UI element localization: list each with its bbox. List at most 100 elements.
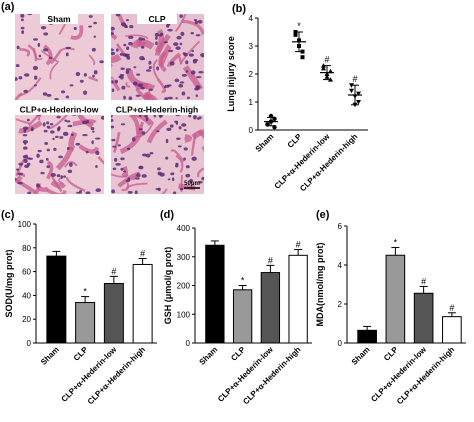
cell-nucleus (188, 114, 192, 118)
bar (413, 292, 434, 344)
tissue-strand (156, 78, 167, 93)
cell-nucleus (127, 190, 133, 194)
cell-nucleus (126, 46, 130, 50)
histology-label-high: CLP+α-Hederin-high (116, 105, 198, 115)
cell-nucleus (156, 66, 160, 71)
tissue-strand (121, 181, 130, 192)
cell-nucleus (167, 96, 174, 100)
cell-nucleus (185, 165, 190, 169)
cell-nucleus (183, 157, 186, 161)
cell-nucleus (140, 86, 145, 90)
y-tick-label: 200 (177, 282, 191, 291)
cell-nucleus (67, 169, 73, 174)
cell-nucleus (95, 164, 98, 169)
cell-nucleus (158, 114, 163, 118)
data-point (349, 88, 354, 94)
cell-nucleus (111, 138, 116, 142)
cell-nucleus (18, 162, 24, 166)
cell-nucleus (165, 138, 169, 144)
cell-nucleus (40, 171, 45, 175)
cell-nucleus (39, 159, 44, 164)
cell-nucleus (66, 146, 70, 151)
cell-nucleus (123, 170, 127, 173)
cell-nucleus (195, 34, 201, 37)
cell-nucleus (56, 115, 61, 119)
cell-nucleus (117, 144, 121, 147)
significance-marker: # (268, 255, 273, 265)
cell-nucleus (99, 60, 104, 64)
cell-nucleus (141, 174, 147, 178)
cell-nucleus (69, 84, 74, 87)
bar (46, 255, 67, 344)
cell-nucleus (95, 137, 101, 140)
cell-nucleus (44, 141, 49, 145)
cell-nucleus (111, 189, 115, 194)
cell-nucleus (166, 23, 170, 28)
cell-nucleus (34, 75, 38, 80)
cell-nucleus (115, 48, 119, 52)
y-tick-label: 40 (22, 291, 31, 300)
cell-nucleus (170, 172, 175, 176)
cell-nucleus (181, 123, 187, 127)
data-point (321, 65, 326, 71)
cell-nucleus (169, 61, 175, 66)
tissue-strand (46, 188, 67, 194)
significance-marker: * (83, 287, 87, 297)
cell-nucleus (111, 26, 115, 31)
cell-nucleus (59, 136, 64, 139)
cell-nucleus (136, 173, 141, 178)
cell-nucleus (22, 126, 29, 131)
cell-nucleus (114, 79, 119, 84)
cell-nucleus (15, 64, 20, 68)
tissue-strand (88, 54, 96, 66)
cell-nucleus (28, 157, 33, 160)
tissue-strand (50, 50, 62, 64)
significance-marker: # (111, 266, 116, 276)
cell-nucleus (92, 130, 95, 133)
tissue-strand (15, 92, 23, 100)
cell-nucleus (88, 25, 93, 28)
y-axis-label: MDA(nmol/mg prot) (315, 243, 325, 327)
cell-nucleus (193, 115, 197, 120)
cell-nucleus (111, 118, 114, 123)
cell-nucleus (21, 30, 25, 34)
cell-nucleus (36, 183, 40, 188)
cell-nucleus (100, 115, 104, 120)
tissue-strand (191, 129, 204, 140)
x-tick-label: CLP (286, 132, 304, 150)
cell-nucleus (15, 77, 18, 81)
cell-nucleus (52, 137, 55, 141)
y-tick-label: 80 (22, 244, 31, 253)
data-point (293, 32, 298, 37)
cell-nucleus (23, 89, 28, 93)
cell-nucleus (22, 146, 28, 150)
cell-nucleus (75, 71, 81, 77)
cell-nucleus (190, 31, 195, 35)
cell-nucleus (15, 177, 17, 181)
chart-gsh: 0 100 200 300 400 GSH (μmol/g prot) * # # Sham CLP… (163, 224, 312, 406)
cell-nucleus (195, 85, 201, 90)
cell-nucleus (197, 19, 203, 24)
significance-marker: # (140, 249, 145, 259)
cell-nucleus (56, 174, 61, 178)
cell-nucleus (133, 66, 137, 69)
cell-nucleus (181, 73, 187, 77)
x-tick-label: Sham (254, 132, 276, 154)
cell-nucleus (191, 156, 197, 161)
cell-nucleus (49, 123, 54, 126)
cell-nucleus (93, 70, 98, 75)
cell-nucleus (144, 114, 148, 118)
tissue-strand (170, 149, 185, 163)
cell-nucleus (66, 120, 71, 123)
cell-nucleus (54, 135, 59, 139)
cell-nucleus (79, 79, 84, 83)
cell-nucleus (149, 151, 154, 155)
tissue-strand (125, 82, 131, 88)
cell-nucleus (141, 153, 148, 157)
bar (75, 302, 96, 344)
label-bg (15, 104, 104, 115)
cell-nucleus (175, 97, 178, 100)
cell-nucleus (91, 47, 96, 52)
cell-nucleus (70, 133, 74, 136)
